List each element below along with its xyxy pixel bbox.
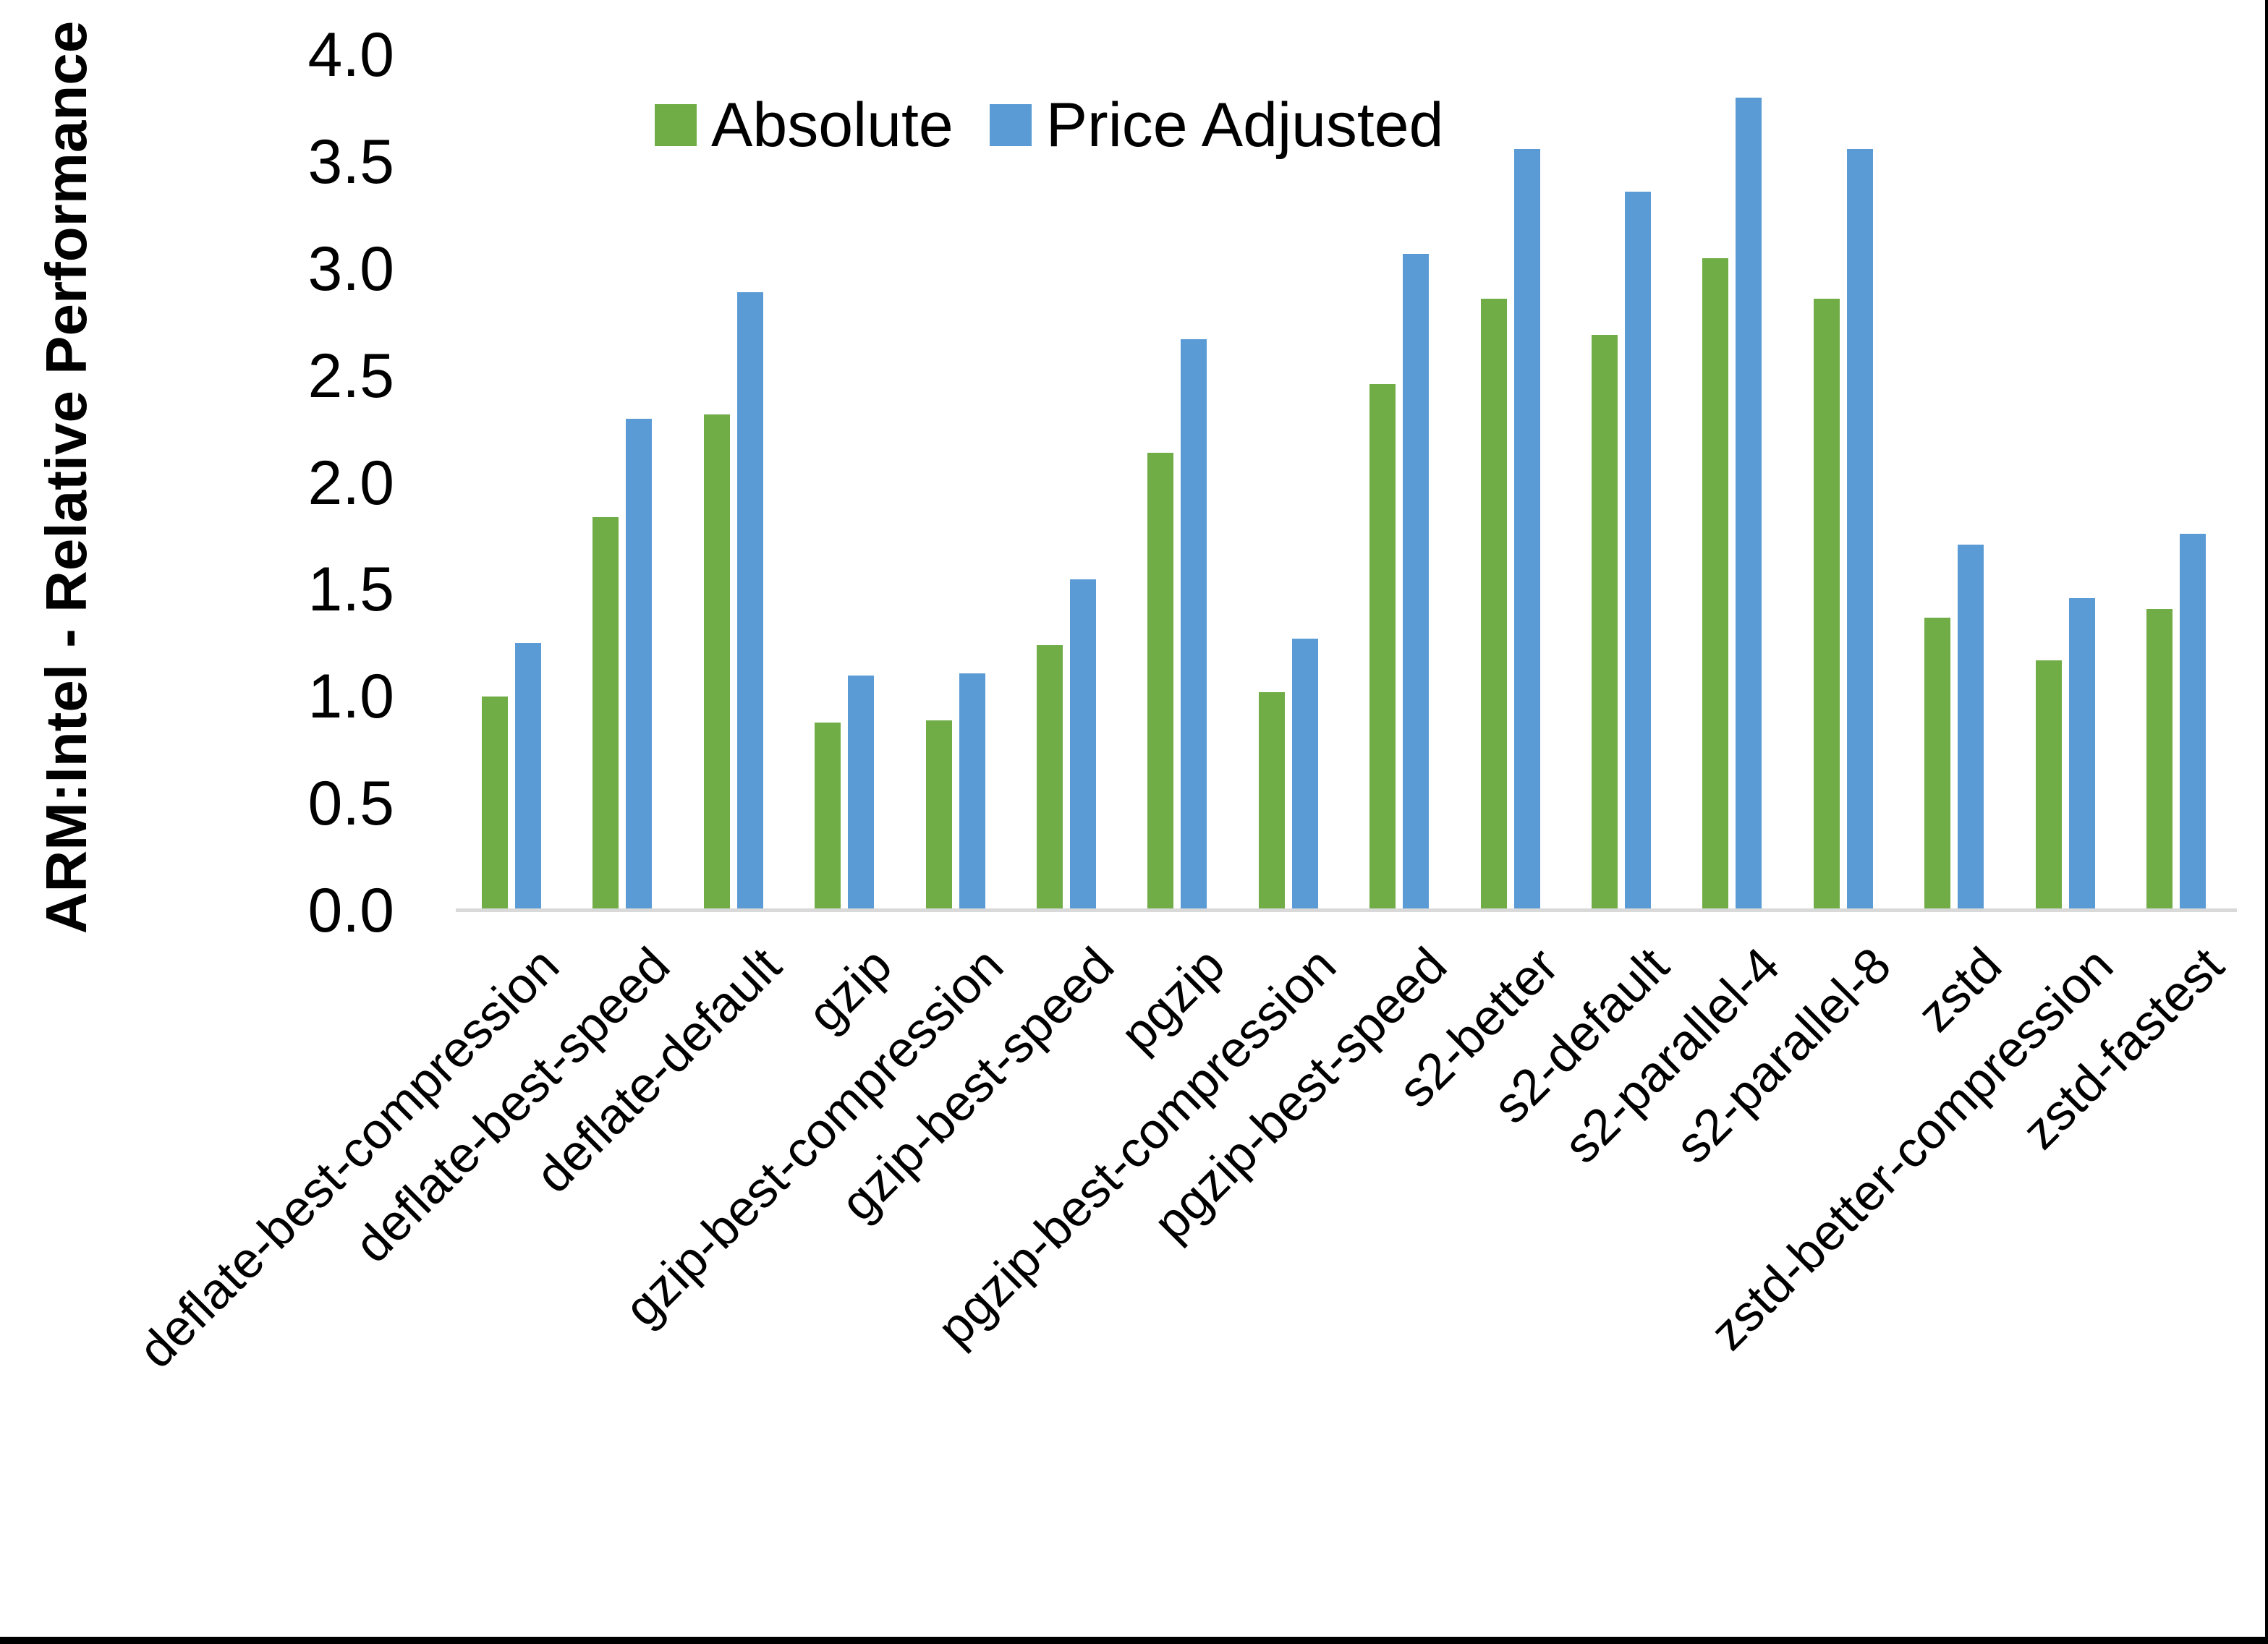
legend-item-price-adjusted: Price Adjusted [989, 90, 1444, 160]
bar-absolute-s2-parallel-4 [1702, 258, 1728, 911]
bar-absolute-gzip [815, 723, 841, 911]
y-tick-label: 3.5 [307, 127, 394, 197]
y-tick-label: 3.0 [307, 234, 394, 304]
bar-absolute-s2-better [1481, 299, 1507, 911]
y-tick-label: 1.0 [307, 662, 394, 732]
bar-absolute-zstd-fastest [2146, 609, 2173, 911]
y-tick-label: 0.5 [307, 769, 394, 839]
legend-label-price-adjusted: Price Adjusted [1045, 90, 1444, 160]
bar-absolute-pgzip [1147, 453, 1173, 911]
right-border [2265, 0, 2268, 1644]
bar-price-adjusted-gzip [848, 676, 874, 911]
bottom-border [0, 1637, 2268, 1644]
legend-swatch-price-adjusted-icon [989, 104, 1032, 146]
legend-swatch-absolute-icon [655, 104, 697, 146]
y-tick-label: 2.0 [307, 448, 394, 518]
bar-price-adjusted-zstd-fastest [2180, 534, 2206, 911]
bar-price-adjusted-zstd-better-compression [2069, 598, 2095, 911]
bar-price-adjusted-gzip-best-compression [959, 673, 985, 911]
bar-absolute-zstd-better-compression [2036, 660, 2062, 911]
legend-label-absolute: Absolute [711, 90, 954, 160]
y-tick-label: 4.0 [307, 20, 394, 90]
bar-price-adjusted-s2-parallel-8 [1847, 149, 1873, 911]
y-tick-label: 0.0 [307, 876, 394, 945]
bar-absolute-pgzip-best-speed [1369, 384, 1396, 911]
y-tick-label: 2.5 [307, 341, 394, 411]
bar-absolute-s2-default [1592, 335, 1618, 911]
bar-absolute-deflate-best-compression [482, 697, 508, 911]
bar-price-adjusted-pgzip-best-compression [1292, 639, 1318, 911]
bar-absolute-zstd [1924, 618, 1950, 911]
bar-price-adjusted-pgzip [1181, 339, 1207, 911]
y-tick-label: 1.5 [307, 555, 394, 625]
bar-price-adjusted-s2-better [1514, 149, 1540, 911]
bar-price-adjusted-deflate-best-speed [626, 419, 652, 911]
bar-absolute-deflate-best-speed [593, 517, 619, 911]
legend-item-absolute: Absolute [655, 94, 954, 156]
bar-price-adjusted-pgzip-best-speed [1403, 254, 1429, 911]
bar-absolute-gzip-best-compression [926, 720, 952, 911]
bar-price-adjusted-zstd [1958, 545, 1984, 911]
bar-absolute-s2-parallel-8 [1814, 299, 1840, 911]
legend: Absolute Price Adjusted [655, 94, 1443, 156]
bar-price-adjusted-deflate-default [737, 292, 763, 911]
bar-price-adjusted-gzip-best-speed [1070, 579, 1096, 911]
bar-price-adjusted-s2-parallel-4 [1736, 98, 1762, 911]
bar-price-adjusted-s2-default [1625, 192, 1651, 911]
bar-absolute-gzip-best-speed [1037, 645, 1063, 911]
bar-absolute-deflate-default [704, 414, 730, 911]
bar-price-adjusted-deflate-best-compression [515, 643, 541, 911]
x-axis-line [456, 908, 2237, 912]
bar-absolute-pgzip-best-compression [1259, 692, 1285, 911]
